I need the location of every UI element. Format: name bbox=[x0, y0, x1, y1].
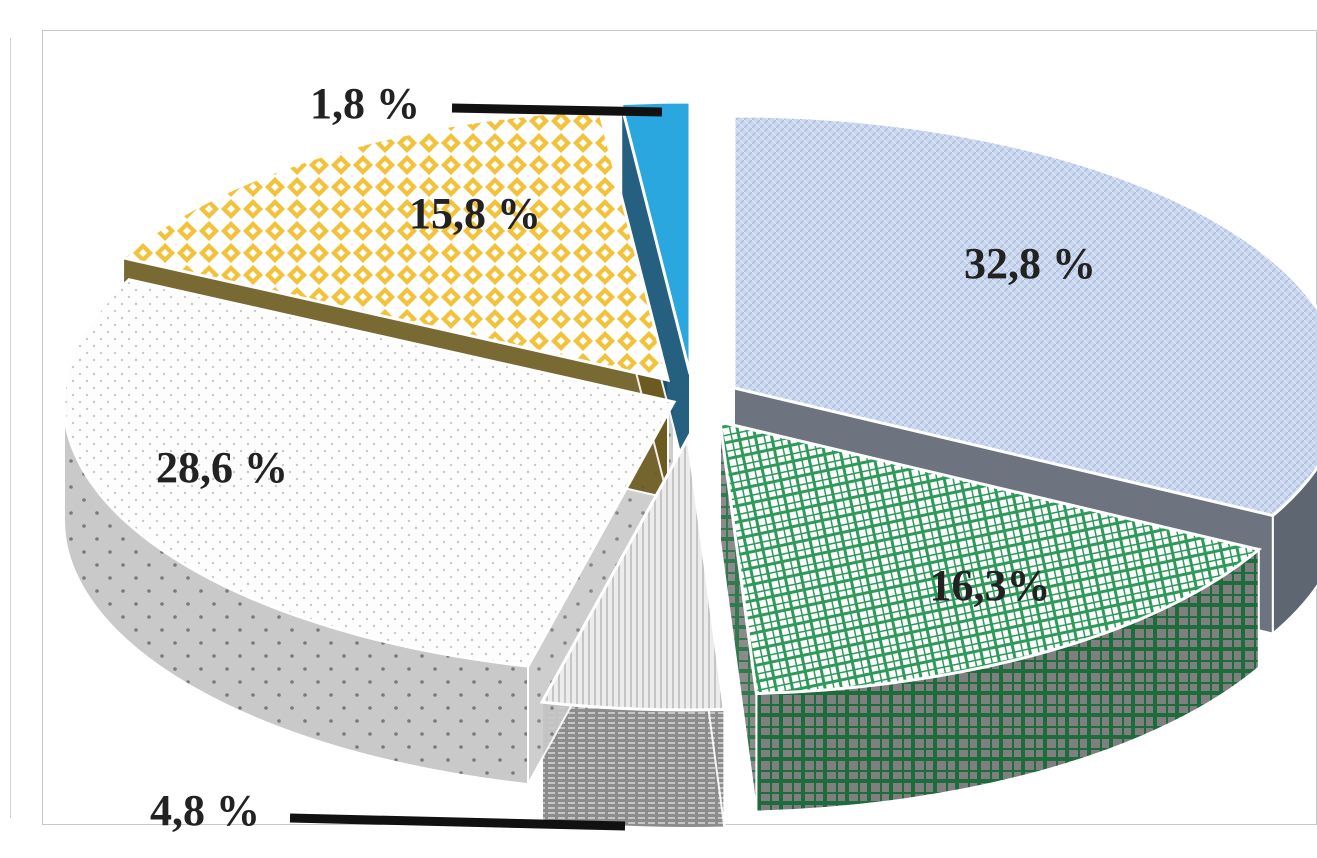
leader-lines bbox=[289, 103, 663, 831]
pie-slice-5 bbox=[619, 100, 692, 375]
pie-slice-1 bbox=[718, 420, 1263, 696]
slice-label-0: 32,8 % bbox=[964, 239, 1096, 288]
leader-line-2 bbox=[289, 813, 626, 831]
pie-slice-0 bbox=[732, 114, 1317, 518]
left-frame-edge bbox=[0, 38, 11, 818]
slice-label-4: 15,8 % bbox=[409, 189, 541, 238]
leader-line-5 bbox=[451, 103, 663, 117]
slice-label-3: 28,6 % bbox=[156, 443, 288, 492]
pie-slice-2 bbox=[539, 433, 727, 712]
slice-side-2 bbox=[541, 700, 726, 829]
pie-tops bbox=[62, 100, 1317, 712]
pie-slice-4 bbox=[119, 108, 671, 382]
slice-labels: 32,8 % 16,3% 4,8 % 28,6 % 15,8 % 1,8 % bbox=[150, 79, 1096, 835]
slice-label-5: 1,8 % bbox=[310, 79, 420, 128]
slice-label-1: 16,3% bbox=[930, 561, 1051, 610]
pie-slice-3 bbox=[62, 278, 677, 668]
slice-label-2: 4,8 % bbox=[150, 786, 260, 835]
